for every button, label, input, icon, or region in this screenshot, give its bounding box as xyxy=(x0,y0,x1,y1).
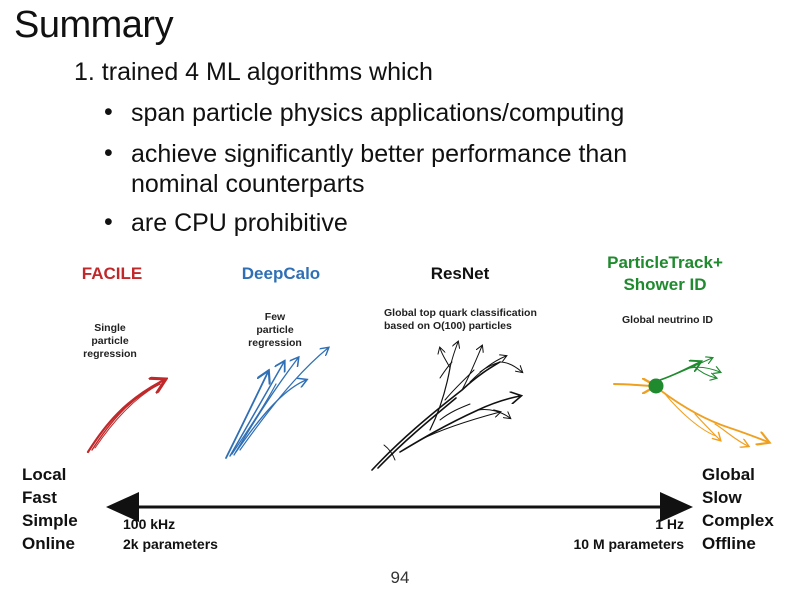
right-label: Global xyxy=(702,465,755,484)
algo-particletrack-title-line2: Shower ID xyxy=(623,275,707,294)
algo-particletrack-title: ParticleTrack+ Shower ID xyxy=(590,252,740,296)
desc-line: Few xyxy=(264,311,286,323)
desc-line: Single xyxy=(94,322,126,334)
resnet-sketch xyxy=(371,342,522,471)
scale-params-right: 10 M parameters xyxy=(573,536,684,552)
facile-sketch xyxy=(86,380,164,454)
scale-params-left: 2k parameters xyxy=(123,536,218,552)
left-attribute-labels: Local Fast Simple Online xyxy=(22,463,78,555)
desc-line: particle xyxy=(256,324,294,336)
algo-resnet-title: ResNet xyxy=(430,264,490,283)
desc-line: particle xyxy=(91,335,129,347)
right-label: Complex xyxy=(702,511,774,530)
bullet-dot: • xyxy=(104,98,113,126)
bullet-text: are CPU prohibitive xyxy=(131,209,348,237)
algo-resnet-desc: Global top quark classification based on… xyxy=(384,307,537,333)
left-label: Simple xyxy=(22,511,78,530)
bullet-dot: • xyxy=(104,139,113,167)
summary-point: 1. trained 4 ML algorithms which xyxy=(74,58,433,86)
bullet-text-continued: nominal counterparts xyxy=(131,170,365,198)
algo-deepcalo-title: DeepCalo xyxy=(241,264,321,283)
scale-right-labels: 1 Hz 10 M parameters xyxy=(573,514,684,554)
left-label: Online xyxy=(22,534,75,553)
scale-rate-left: 100 kHz xyxy=(123,516,176,532)
desc-line: regression xyxy=(248,337,302,349)
right-label: Offline xyxy=(702,534,756,553)
algo-facile-title: FACILE xyxy=(81,264,143,283)
desc-line: Global neutrino ID xyxy=(622,314,713,326)
bullet-dot: • xyxy=(104,208,113,236)
bullet-text: span particle physics applications/compu… xyxy=(131,99,625,127)
algo-facile-desc: Single particle regression xyxy=(80,322,140,361)
page-number: 94 xyxy=(390,568,410,587)
algo-particletrack-title-line1: ParticleTrack+ xyxy=(607,253,723,272)
slide-title: Summary xyxy=(14,4,174,46)
desc-line: regression xyxy=(83,348,137,360)
particletrack-sketch xyxy=(613,358,768,446)
left-label: Local xyxy=(22,465,67,484)
desc-line: based on O(100) particles xyxy=(384,320,512,332)
algo-particletrack-desc: Global neutrino ID xyxy=(622,314,713,327)
deepcalo-sketch xyxy=(225,348,328,459)
scale-left-labels: 100 kHz 2k parameters xyxy=(123,514,218,554)
desc-line: Global top quark classification xyxy=(384,307,537,319)
left-label: Fast xyxy=(22,488,57,507)
algo-deepcalo-desc: Few particle regression xyxy=(240,311,310,350)
right-attribute-labels: Global Slow Complex Offline xyxy=(702,463,774,555)
bullet-text: achieve significantly better performance… xyxy=(131,140,628,168)
right-label: Slow xyxy=(702,488,742,507)
scale-rate-right: 1 Hz xyxy=(655,516,684,532)
